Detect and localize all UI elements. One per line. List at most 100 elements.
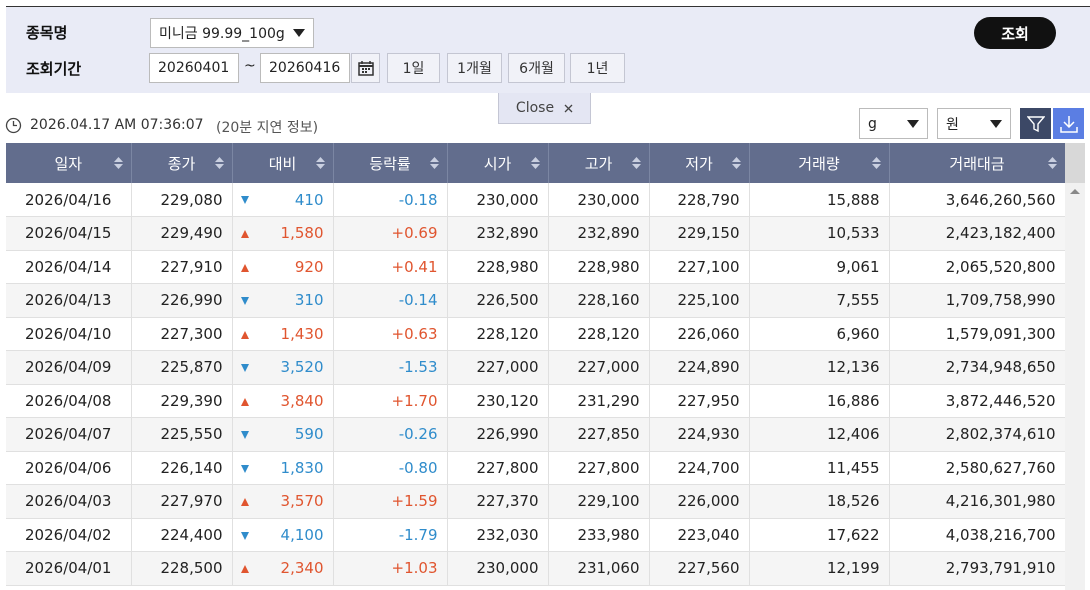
up-triangle bbox=[240, 330, 249, 339]
period-button[interactable]: 1개월 bbox=[447, 53, 502, 83]
cell-text: +0.69 bbox=[391, 224, 438, 243]
close-tab[interactable]: Close bbox=[498, 93, 591, 124]
sort-icon bbox=[631, 157, 641, 169]
header-row: 일자 종가 대비 등락률 시가 고가 저가 거래량 거래대금 bbox=[6, 143, 1066, 183]
end-date-input[interactable]: 20260416 bbox=[260, 53, 350, 83]
table-cell: 2,793,791,910 bbox=[889, 551, 1066, 586]
column-header[interactable]: 저가 bbox=[649, 143, 750, 183]
column-header[interactable]: 일자 bbox=[6, 143, 132, 183]
cell-text: 4,100 bbox=[280, 525, 324, 544]
table-cell: 227,000 bbox=[447, 350, 549, 385]
currency-value: 원 bbox=[946, 116, 959, 133]
cell-text: 229,390 bbox=[160, 391, 223, 410]
cell-text: 7,555 bbox=[836, 291, 880, 310]
cell-text: 232,890 bbox=[577, 224, 640, 243]
table-cell: 1,580 bbox=[232, 216, 334, 251]
table-cell: 227,950 bbox=[649, 384, 750, 418]
currency-select[interactable]: 원 bbox=[937, 108, 1011, 139]
column-header[interactable]: 등락률 bbox=[333, 143, 448, 183]
sort-icon bbox=[113, 157, 123, 169]
download-icon bbox=[1059, 115, 1078, 133]
table-cell: +0.69 bbox=[333, 216, 448, 251]
period-button[interactable]: 1년 bbox=[570, 53, 625, 83]
table-cell: 2,423,182,400 bbox=[889, 216, 1066, 251]
column-header[interactable]: 거래대금 bbox=[889, 143, 1066, 183]
cell-text: 230,120 bbox=[476, 391, 539, 410]
cell-text: 2,423,182,400 bbox=[945, 224, 1056, 243]
column-header[interactable]: 시가 bbox=[447, 143, 549, 183]
table-body: 2026/04/16 229,080 410 -0.18 230,000 230,000 2… bbox=[6, 183, 1066, 586]
cell-text: 225,870 bbox=[160, 358, 223, 377]
table-cell: 2026/04/08 bbox=[6, 384, 132, 418]
table-cell: 12,199 bbox=[749, 551, 890, 586]
table-cell: 1,830 bbox=[232, 451, 334, 485]
cell-text: 2,802,374,610 bbox=[945, 425, 1056, 444]
table-cell: 2,734,948,650 bbox=[889, 350, 1066, 385]
table-cell: -0.18 bbox=[333, 183, 448, 217]
cell-text: 2026/04/09 bbox=[25, 358, 112, 377]
down-triangle bbox=[240, 431, 249, 439]
table-cell: 226,140 bbox=[131, 451, 233, 485]
table-cell: +1.59 bbox=[333, 484, 448, 519]
cell-text: 229,490 bbox=[160, 224, 223, 243]
table-cell: 7,555 bbox=[749, 283, 890, 318]
column-header[interactable]: 고가 bbox=[548, 143, 650, 183]
calendar-icon bbox=[357, 61, 374, 76]
cell-text: 228,120 bbox=[476, 324, 539, 343]
cell-text: 231,060 bbox=[577, 559, 640, 578]
cell-text: 2026/04/03 bbox=[25, 492, 112, 511]
up-triangle bbox=[240, 498, 249, 506]
cell-text: 15,888 bbox=[827, 190, 880, 209]
cell-text: 2026/04/06 bbox=[25, 458, 112, 477]
item-value: 미니금 99.99_100g bbox=[159, 26, 285, 42]
sort-arrows bbox=[731, 157, 741, 169]
cell-text: 227,910 bbox=[160, 257, 223, 276]
cell-text: +1.59 bbox=[391, 492, 438, 511]
column-header[interactable]: 거래량 bbox=[749, 143, 890, 183]
cell-text: 2,065,520,800 bbox=[945, 257, 1056, 276]
start-date-input[interactable]: 20260401 bbox=[149, 53, 239, 83]
sort-arrows bbox=[1047, 157, 1057, 169]
search-button[interactable]: 조회 bbox=[974, 17, 1056, 49]
cell-text: 2,793,791,910 bbox=[945, 559, 1056, 578]
cell-text: 2026/04/01 bbox=[25, 559, 112, 578]
cell-text: 227,800 bbox=[476, 458, 539, 477]
sort-arrows bbox=[631, 157, 641, 169]
download-button[interactable] bbox=[1053, 108, 1084, 139]
table-cell: +1.70 bbox=[333, 384, 448, 418]
cell-text: 230,000 bbox=[476, 559, 539, 578]
table-cell: -0.26 bbox=[333, 417, 448, 452]
triangle bbox=[240, 263, 249, 272]
table-cell: 225,100 bbox=[649, 283, 750, 318]
triangle bbox=[240, 330, 249, 339]
cell-text: 3,520 bbox=[280, 358, 324, 377]
unit-select[interactable]: g bbox=[859, 108, 928, 139]
item-select[interactable]: 미니금 99.99_100g bbox=[150, 18, 314, 48]
cell-text: 228,980 bbox=[476, 257, 539, 276]
period-button[interactable]: 6개월 bbox=[508, 53, 565, 83]
dropdown-arrow bbox=[990, 119, 1002, 128]
cell-text: 227,560 bbox=[677, 559, 740, 578]
calendar-button[interactable] bbox=[351, 53, 380, 83]
cell-text: 224,400 bbox=[160, 525, 223, 544]
filter-button[interactable] bbox=[1020, 108, 1051, 139]
table-cell: 226,500 bbox=[447, 283, 549, 318]
cell-text: 1,430 bbox=[280, 324, 324, 343]
cell-text: 4,216,301,980 bbox=[945, 492, 1056, 511]
period-button[interactable]: 1일 bbox=[387, 53, 440, 83]
column-header[interactable]: 대비 bbox=[232, 143, 334, 183]
sort-arrows bbox=[871, 157, 881, 169]
cell-text: 1,709,758,990 bbox=[945, 291, 1056, 310]
table-cell: 228,120 bbox=[447, 317, 549, 351]
close-icon bbox=[564, 104, 573, 112]
cell-text: 410 bbox=[294, 190, 324, 209]
down-triangle bbox=[240, 364, 249, 372]
column-header[interactable]: 종가 bbox=[131, 143, 233, 183]
cell-text: +0.41 bbox=[391, 257, 438, 276]
table-cell: 224,890 bbox=[649, 350, 750, 385]
table-cell: 1,430 bbox=[232, 317, 334, 351]
table-cell: 228,500 bbox=[131, 551, 233, 586]
cell-text: 2026/04/15 bbox=[25, 224, 112, 243]
